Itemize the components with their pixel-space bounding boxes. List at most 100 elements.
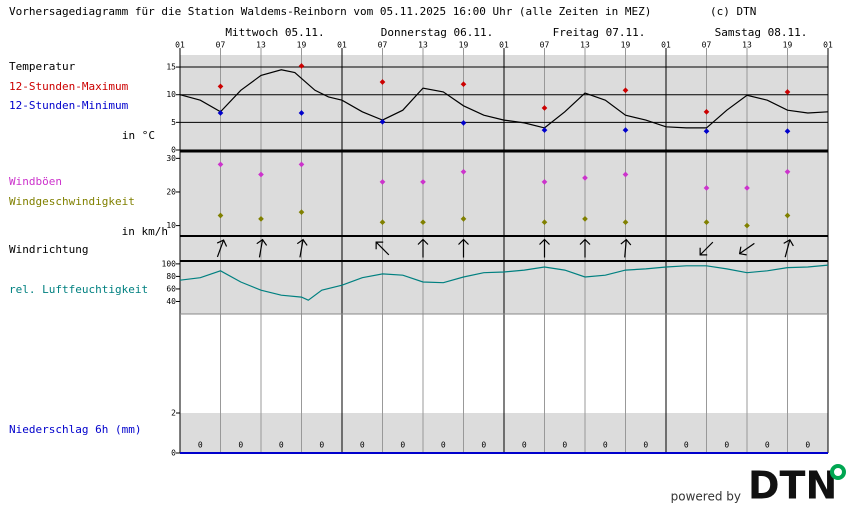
x-tick-label: 07 (702, 41, 712, 50)
y-tick-label: 20 (166, 187, 176, 196)
marker (784, 212, 791, 219)
legend-entry: Windböen (9, 175, 62, 188)
wind-arrow (620, 238, 632, 258)
y-tick-label: 0 (171, 449, 176, 458)
marker (703, 128, 710, 135)
marker (541, 179, 548, 185)
marker (460, 81, 467, 88)
marker (784, 168, 791, 175)
value-label: 0 (360, 441, 365, 450)
value-label: 0 (684, 441, 689, 450)
panel-label: Windrichtung (9, 243, 88, 256)
y-tick-label: 10 (166, 221, 176, 230)
unit-label: in °C (122, 129, 155, 142)
x-tick-label: 13 (418, 41, 428, 50)
y-tick-label: 100 (162, 259, 177, 268)
wind-arrow (579, 238, 591, 258)
unit-label: in km/h (122, 225, 168, 238)
marker (460, 120, 467, 126)
marker (744, 185, 750, 191)
wind-arrow (539, 238, 550, 258)
panel-label: Temperatur (9, 60, 76, 73)
x-tick-label: 19 (783, 41, 793, 50)
x-tick-label: 19 (621, 41, 631, 50)
marker (258, 216, 264, 222)
y-tick-label: 10 (166, 90, 176, 99)
marker (217, 110, 224, 116)
marker (258, 171, 264, 178)
marker (703, 109, 710, 115)
x-tick-label: 13 (580, 41, 590, 50)
value-label: 0 (481, 441, 486, 450)
value-label: 0 (562, 441, 567, 450)
panel-label: Niederschlag 6h (mm) (9, 423, 141, 436)
value-label: 0 (400, 441, 405, 450)
logo-ring (830, 464, 846, 480)
x-tick-label: 07 (540, 41, 550, 50)
marker (298, 161, 305, 168)
day-label: Freitag 07.11. (553, 26, 646, 39)
marker (622, 87, 629, 94)
y-tick-label: 60 (166, 284, 176, 293)
marker (298, 209, 305, 215)
x-tick-label: 01 (175, 41, 185, 50)
marker (420, 179, 426, 185)
legend-entry: 12-Stunden-Minimum (9, 99, 129, 112)
wind-arrow (699, 241, 714, 256)
logo: DTN (748, 464, 837, 508)
data-line (179, 264, 829, 301)
wind-arrow (783, 238, 794, 258)
x-tick-label: 07 (378, 41, 388, 50)
value-label: 0 (319, 441, 324, 450)
marker (622, 127, 629, 133)
marker (744, 222, 750, 229)
x-tick-label: 07 (216, 41, 226, 50)
marker (784, 128, 791, 135)
marker (379, 79, 386, 85)
marker (420, 219, 426, 226)
marker (582, 175, 588, 181)
wind-arrow (417, 238, 429, 258)
y-tick-label: 15 (166, 63, 176, 72)
legend-entry: 12-Stunden-Maximum (9, 80, 129, 93)
x-tick-label: 01 (499, 41, 509, 50)
value-label: 0 (643, 441, 648, 450)
data-line (179, 69, 829, 129)
wind-arrow (296, 238, 308, 258)
x-tick-label: 01 (661, 41, 671, 50)
marker (379, 118, 386, 125)
powered-by: powered by (671, 490, 741, 504)
value-label: 0 (805, 441, 810, 450)
y-tick-label: 40 (166, 297, 176, 306)
y-tick-label: 0 (171, 146, 176, 155)
wind-arrow (216, 239, 228, 258)
marker (217, 161, 224, 168)
y-tick-label: 30 (166, 154, 176, 163)
value-label: 0 (724, 441, 729, 450)
marker (784, 89, 791, 95)
value-label: 0 (238, 441, 243, 450)
wind-arrow (738, 242, 755, 256)
value-label: 0 (765, 441, 770, 450)
marker (541, 219, 548, 226)
marker (541, 127, 548, 133)
marker (379, 179, 386, 185)
wind-arrow (256, 238, 268, 258)
wind-arrow (458, 238, 469, 258)
marker (460, 216, 467, 222)
marker (622, 171, 629, 178)
x-tick-label: 01 (337, 41, 347, 50)
x-tick-label: 13 (742, 41, 752, 50)
value-label: 0 (198, 441, 203, 450)
day-label: Samstag 08.11. (715, 26, 808, 39)
value-label: 0 (603, 441, 608, 450)
wind-arrow (375, 241, 390, 256)
value-label: 0 (522, 441, 527, 450)
marker (298, 110, 305, 116)
marker (217, 83, 224, 90)
title: Vorhersagediagramm für die Station Walde… (9, 5, 651, 18)
value-label: 0 (441, 441, 446, 450)
x-tick-label: 19 (297, 41, 307, 50)
x-tick-label: 13 (256, 41, 266, 50)
y-tick-label: 5 (171, 118, 176, 127)
